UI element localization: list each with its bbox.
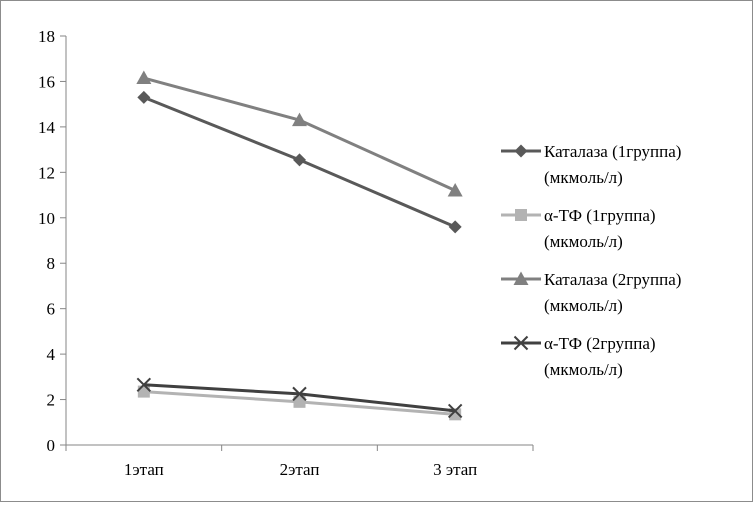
data-point-x-stroke	[447, 403, 463, 419]
legend-label: α-ТФ (1группа)	[544, 206, 656, 225]
y-tick-label: 8	[47, 254, 56, 273]
legend-label: (мкмоль/л)	[544, 296, 623, 315]
x-tick-label: 2этап	[280, 460, 320, 479]
y-tick-label: 4	[47, 345, 56, 364]
data-point-triangle	[447, 183, 463, 197]
legend-label: (мкмоль/л)	[544, 168, 623, 187]
data-point-diamond	[293, 153, 306, 167]
x-tick-label: 3 этап	[433, 460, 477, 479]
data-point-triangle	[136, 70, 152, 85]
legend-label: Каталаза (1группа)	[544, 142, 681, 161]
legend-entry-1: Каталаза (1группа) (мкмоль/л)	[501, 142, 681, 187]
data-point-triangle	[513, 271, 529, 285]
series-4	[136, 377, 463, 419]
legend-entry-3: Каталаза (2группа) (мкмоль/л)	[501, 270, 681, 315]
legend-entry-4: α-ТФ (2группа) (мкмоль/л)	[501, 334, 656, 379]
y-tick-label: 6	[47, 300, 56, 319]
data-point-x	[136, 377, 152, 392]
data-point-diamond	[137, 90, 151, 104]
axes	[65, 36, 533, 446]
y-tick-label: 2	[47, 391, 56, 410]
series-line	[143, 76, 456, 192]
series-3	[136, 70, 463, 197]
legend-label: (мкмоль/л)	[544, 360, 623, 379]
legend-label: Каталаза (2группа)	[544, 270, 681, 289]
data-point-triangle	[292, 112, 307, 127]
data-point-diamond	[448, 220, 462, 234]
y-tick-label: 0	[47, 436, 56, 455]
data-point-x	[292, 386, 307, 402]
data-point-square	[515, 209, 527, 221]
legend-label: α-ТФ (2группа)	[544, 334, 656, 353]
y-tick-label: 18	[38, 27, 55, 46]
x-tick-label: 1этап	[124, 460, 164, 479]
data-point-square	[293, 395, 306, 408]
legend: Каталаза (1группа)(мкмоль/л)α-ТФ (1групп…	[501, 142, 681, 379]
data-point-x-stroke	[513, 335, 529, 351]
data-point-x	[447, 403, 463, 419]
series-layer	[136, 70, 463, 421]
legend-entry-2: α-ТФ (1группа) (мкмоль/л)	[501, 206, 656, 251]
y-tick-label: 16	[38, 72, 55, 91]
y-tick-label: 10	[38, 209, 55, 228]
data-point-x	[513, 335, 529, 351]
data-point-x-stroke	[136, 377, 152, 392]
y-tick-label: 12	[38, 163, 55, 182]
x-axis-ticks: 1этап 2этап 3 этап	[65, 445, 534, 479]
series-2	[137, 385, 462, 421]
legend-label: (мкмоль/л)	[544, 232, 623, 251]
data-point-x-stroke	[292, 386, 307, 402]
data-point-diamond	[514, 144, 528, 158]
y-axis-ticks: 0 2 4 6 8 10 12 14 16 18	[38, 27, 66, 455]
y-tick-label: 14	[38, 118, 56, 137]
data-point-square	[137, 385, 150, 398]
series-1	[137, 90, 462, 234]
